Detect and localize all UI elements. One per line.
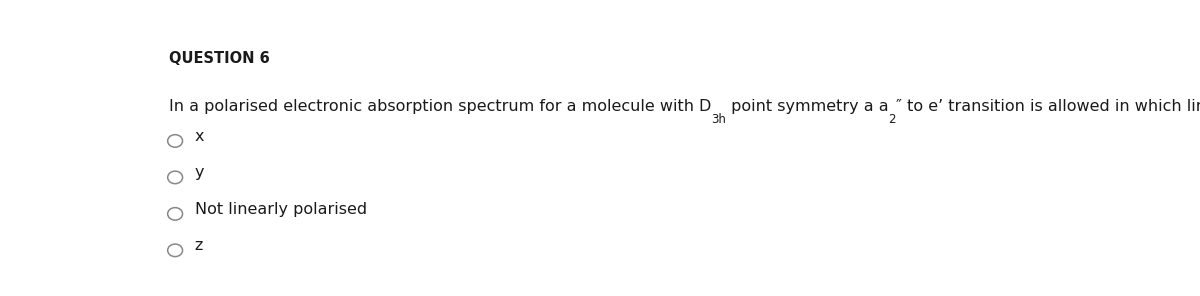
Text: y: y bbox=[194, 165, 204, 180]
Text: D: D bbox=[698, 99, 712, 114]
Text: x: x bbox=[194, 129, 204, 144]
Text: QUESTION 6: QUESTION 6 bbox=[168, 52, 269, 67]
Text: 2: 2 bbox=[889, 113, 896, 126]
Text: In a polarised electronic absorption spectrum for a molecule with: In a polarised electronic absorption spe… bbox=[168, 99, 698, 114]
Text: 3h: 3h bbox=[712, 113, 726, 126]
Text: ″ to e’ transition is allowed in which linear polarisation?: ″ to e’ transition is allowed in which l… bbox=[896, 99, 1200, 114]
Text: z: z bbox=[194, 238, 203, 253]
Text: Not linearly polarised: Not linearly polarised bbox=[194, 202, 367, 217]
Text: point symmetry a a: point symmetry a a bbox=[726, 99, 888, 114]
